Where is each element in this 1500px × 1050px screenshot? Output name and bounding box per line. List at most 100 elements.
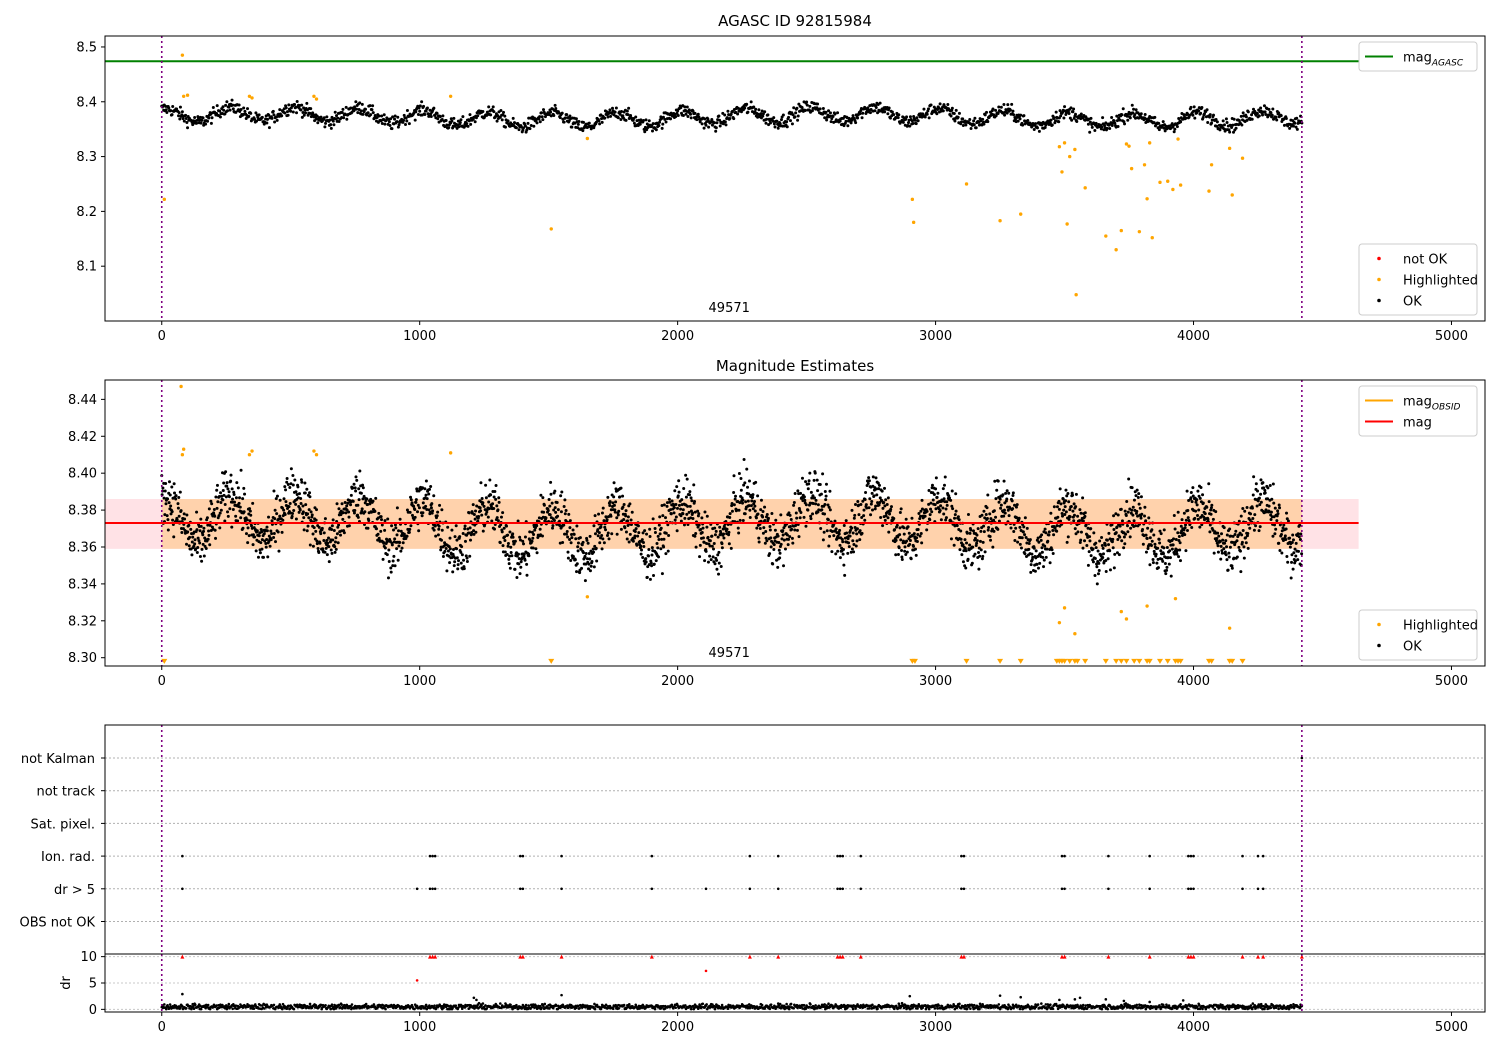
data-point (335, 532, 339, 536)
data-point (799, 491, 803, 495)
data-point (334, 547, 338, 551)
data-point (387, 560, 391, 564)
data-point (495, 516, 499, 520)
data-point (468, 526, 472, 530)
data-point (560, 111, 564, 115)
data-point (1157, 537, 1161, 541)
data-point (221, 488, 225, 492)
data-point (994, 515, 998, 519)
data-point (569, 559, 573, 563)
data-point (751, 493, 755, 497)
highlighted-point (997, 658, 1004, 664)
data-point (1006, 103, 1010, 107)
data-point (1182, 113, 1186, 117)
data-point (413, 508, 417, 512)
data-point (178, 105, 182, 109)
data-point (468, 554, 472, 558)
data-point (776, 126, 780, 130)
data-point (600, 120, 604, 124)
data-point (281, 518, 285, 522)
data-point (512, 121, 516, 125)
data-point (463, 524, 467, 528)
data-point (795, 106, 799, 110)
data-point (460, 545, 464, 549)
data-point (1073, 527, 1077, 531)
data-point (1071, 509, 1075, 513)
data-point (990, 527, 994, 531)
data-point (993, 479, 997, 483)
data-point (1112, 119, 1116, 123)
data-point (1232, 130, 1236, 134)
data-point (1197, 109, 1201, 113)
data-point (596, 528, 600, 532)
data-point (611, 106, 615, 110)
data-point (706, 117, 710, 121)
data-point (968, 531, 972, 535)
data-point (387, 548, 391, 552)
data-point (726, 109, 730, 113)
data-point (198, 554, 202, 558)
data-point (1023, 533, 1027, 537)
data-point (999, 503, 1003, 507)
data-point (1258, 525, 1262, 529)
data-point (763, 505, 767, 509)
data-point (381, 557, 385, 561)
highlighted-point (1240, 156, 1245, 160)
data-point (856, 500, 860, 504)
data-point (1162, 546, 1166, 550)
data-point (1277, 503, 1281, 507)
data-point (507, 557, 511, 561)
data-point (208, 543, 212, 547)
data-point (898, 526, 902, 530)
data-point (272, 489, 276, 493)
data-point (297, 510, 301, 514)
data-point (647, 563, 651, 567)
data-point (807, 482, 811, 486)
data-point (597, 531, 601, 535)
data-point (712, 121, 716, 125)
data-point (681, 114, 685, 118)
data-point (518, 538, 522, 542)
data-point (981, 554, 985, 558)
data-point (397, 529, 401, 533)
data-point (1267, 504, 1271, 508)
data-point (416, 112, 420, 116)
data-point (619, 486, 623, 490)
data-point (494, 483, 498, 487)
data-point (1054, 110, 1058, 114)
data-point (430, 502, 434, 506)
data-point (809, 514, 813, 518)
data-point (1221, 538, 1225, 542)
data-point (701, 526, 705, 530)
data-point (225, 484, 229, 488)
x-tick-label: 3000 (919, 674, 952, 689)
data-point (1054, 119, 1058, 123)
data-point (738, 501, 742, 505)
data-point (886, 496, 890, 500)
data-point (1262, 486, 1266, 490)
legend-swatch (1377, 298, 1381, 303)
data-point (309, 510, 313, 514)
data-point (853, 513, 857, 517)
data-point (566, 556, 570, 560)
data-point (626, 519, 630, 523)
data-point (841, 540, 845, 544)
data-point (503, 125, 507, 129)
data-point (1200, 105, 1204, 109)
data-point (1042, 558, 1046, 562)
data-point (455, 556, 459, 560)
data-point (377, 114, 381, 118)
data-point (440, 118, 444, 122)
flag-point (431, 887, 434, 891)
data-point (1264, 508, 1268, 512)
data-point (830, 550, 834, 554)
data-point (322, 539, 326, 543)
data-point (1052, 116, 1056, 120)
data-point (1078, 540, 1082, 544)
x-tick-label: 2000 (661, 329, 694, 344)
data-point (811, 512, 815, 516)
data-point (335, 502, 339, 506)
data-point (253, 535, 257, 539)
data-point (915, 540, 919, 544)
data-point (914, 122, 918, 126)
